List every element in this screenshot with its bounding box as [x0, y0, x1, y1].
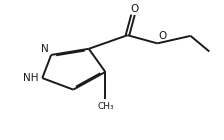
Text: N: N — [41, 44, 49, 54]
Text: O: O — [130, 4, 138, 14]
Text: O: O — [158, 32, 167, 41]
Text: NH: NH — [24, 73, 39, 83]
Text: CH₃: CH₃ — [97, 102, 114, 111]
